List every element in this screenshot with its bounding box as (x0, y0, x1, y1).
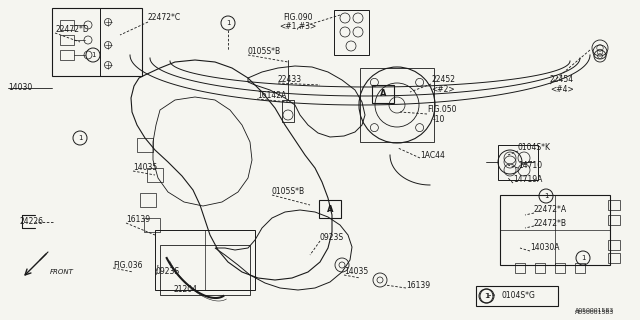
Text: 14719A: 14719A (513, 175, 542, 185)
Text: 14030: 14030 (8, 84, 32, 92)
Text: 1: 1 (91, 52, 95, 58)
Text: 16139: 16139 (126, 215, 150, 225)
Text: 1: 1 (77, 135, 83, 141)
Bar (319, 200, 341, 218)
Bar (360, 68, 434, 142)
Text: 22472*D: 22472*D (55, 26, 89, 35)
Bar (608, 200, 620, 210)
Text: 14035: 14035 (133, 164, 157, 172)
Bar (147, 168, 163, 182)
Text: 0105S*B: 0105S*B (272, 188, 305, 196)
Text: 14030A: 14030A (530, 244, 559, 252)
Bar (155, 230, 255, 290)
Bar (555, 263, 565, 273)
Text: 16142A: 16142A (257, 92, 286, 100)
Bar (160, 245, 250, 295)
Text: 1: 1 (484, 293, 489, 299)
Text: 0105S*B: 0105S*B (248, 47, 281, 57)
Text: <#2>: <#2> (431, 85, 454, 94)
Bar (60, 50, 74, 60)
Text: FIG.090: FIG.090 (284, 13, 313, 22)
Bar (140, 193, 156, 207)
Text: 1AC44: 1AC44 (420, 150, 445, 159)
Text: A: A (327, 204, 333, 213)
Bar (498, 145, 538, 180)
Text: A050001583: A050001583 (575, 309, 614, 315)
Bar (144, 218, 160, 232)
Bar (52, 8, 142, 76)
Bar (137, 138, 153, 152)
Bar (60, 20, 74, 30)
Text: A: A (380, 90, 387, 99)
Text: FRONT: FRONT (50, 269, 74, 275)
Text: 22472*A: 22472*A (534, 205, 567, 214)
Text: <#4>: <#4> (550, 85, 573, 94)
Text: 24226: 24226 (20, 218, 44, 227)
Text: 0104S*K: 0104S*K (518, 143, 551, 153)
Bar (535, 263, 545, 273)
Text: -10: -10 (433, 116, 445, 124)
Text: 1: 1 (484, 293, 488, 299)
Text: 1: 1 (580, 255, 585, 261)
Text: 22472*C: 22472*C (148, 13, 181, 22)
Text: <#1,#3>: <#1,#3> (280, 22, 317, 31)
Bar (500, 195, 610, 265)
Text: 14710: 14710 (518, 161, 542, 170)
Bar (608, 215, 620, 225)
Text: 21204: 21204 (174, 285, 198, 294)
Text: 16139: 16139 (406, 281, 430, 290)
Bar (608, 253, 620, 263)
Text: 14035: 14035 (344, 268, 368, 276)
Text: 22472*B: 22472*B (534, 219, 567, 228)
Bar (334, 10, 369, 55)
Text: 1: 1 (226, 20, 230, 26)
Text: 0104S*G: 0104S*G (502, 291, 536, 300)
Bar (608, 240, 620, 250)
Bar (282, 100, 294, 122)
Text: 22452: 22452 (431, 76, 455, 84)
Text: 22433: 22433 (278, 76, 302, 84)
Bar (476, 286, 558, 306)
Text: A050001583: A050001583 (575, 308, 614, 313)
Text: 0923S: 0923S (156, 268, 180, 276)
Bar (515, 263, 525, 273)
Text: 0923S: 0923S (320, 234, 344, 243)
Text: 22454: 22454 (550, 76, 574, 84)
Bar (575, 263, 585, 273)
Bar (372, 85, 394, 103)
Bar (60, 35, 74, 45)
Text: FIG.036: FIG.036 (113, 260, 143, 269)
Text: FIG.050: FIG.050 (427, 106, 456, 115)
Text: 1: 1 (544, 193, 548, 199)
